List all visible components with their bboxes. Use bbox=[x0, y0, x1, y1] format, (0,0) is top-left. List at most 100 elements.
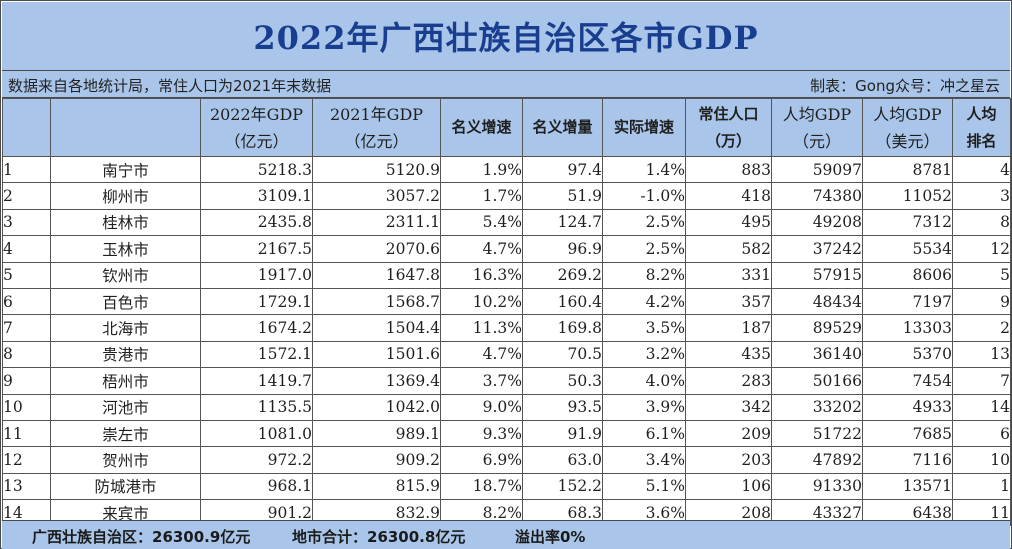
cell-real-growth: -1.0% bbox=[602, 182, 686, 210]
cell-nominal-growth: 9.0% bbox=[440, 393, 523, 421]
cell-gdp-2021: 1042.0 bbox=[312, 393, 441, 421]
cell-nominal-growth: 3.7% bbox=[440, 367, 523, 395]
cell-real-growth: 1.4% bbox=[602, 155, 686, 184]
cell-index: 1 bbox=[2, 155, 51, 184]
cell-population: 883 bbox=[685, 155, 772, 184]
cell-real-growth: 4.2% bbox=[602, 287, 686, 316]
cell-per-capita-rank: 6 bbox=[952, 419, 1011, 448]
cell-index: 13 bbox=[2, 472, 51, 501]
cell-index: 6 bbox=[2, 287, 51, 316]
gdp-table: 2022年GDP （亿元） 2021年GDP （亿元） 名义增速 名义增量 实际… bbox=[2, 98, 1011, 527]
cell-per-capita-yuan: 57915 bbox=[771, 261, 863, 289]
cell-index: 2 bbox=[2, 182, 51, 210]
cell-per-capita-yuan: 48434 bbox=[771, 287, 863, 316]
header-line-2: （美元） bbox=[875, 131, 940, 151]
table-row: 12 贺州市 972.2 909.2 6.9% 63.0 3.4% 203 47892 7116 1… bbox=[2, 446, 1011, 474]
cell-per-capita-usd: 13303 bbox=[862, 314, 953, 342]
title-bar: 2022年广西壮族自治区各市GDP bbox=[2, 2, 1010, 71]
cell-nominal-increase: 91.9 bbox=[522, 419, 603, 448]
cell-per-capita-yuan: 49208 bbox=[771, 208, 863, 237]
cell-nominal-growth: 9.3% bbox=[440, 419, 523, 448]
cell-gdp-2022: 968.1 bbox=[200, 472, 313, 501]
table-body: 1 南宁市 5218.3 5120.9 1.9% 97.4 1.4% 883 59097 8781… bbox=[2, 155, 1011, 527]
summary-footer: 广西壮族自治区：26300.9亿元 地市合计：26300.8亿元 溢出率0% bbox=[2, 520, 1010, 549]
header-cell-gdp-2021: 2021年GDP （亿元） bbox=[312, 98, 441, 157]
cell-population: 187 bbox=[685, 314, 772, 342]
cell-nominal-growth: 10.2% bbox=[440, 287, 523, 316]
region-total: 广西壮族自治区：26300.9亿元 bbox=[32, 528, 251, 546]
cell-real-growth: 3.4% bbox=[602, 446, 686, 474]
cell-gdp-2021: 5120.9 bbox=[312, 155, 441, 184]
cell-per-capita-rank: 3 bbox=[952, 182, 1011, 210]
header-line-1: 人均GDP bbox=[873, 104, 942, 124]
table-row: 5 钦州市 1917.0 1647.8 16.3% 269.2 8.2% 331 57915 86… bbox=[2, 261, 1011, 289]
cell-nominal-increase: 97.4 bbox=[522, 155, 603, 184]
cell-population: 582 bbox=[685, 235, 772, 263]
cell-nominal-growth: 4.7% bbox=[440, 235, 523, 263]
cell-index: 3 bbox=[2, 208, 51, 237]
header-line-1: 人均 bbox=[966, 104, 997, 123]
table-row: 7 北海市 1674.2 1504.4 11.3% 169.8 3.5% 187 89529 13… bbox=[2, 314, 1011, 342]
cell-nominal-increase: 269.2 bbox=[522, 261, 603, 289]
cell-city: 河池市 bbox=[50, 393, 201, 421]
cell-index: 11 bbox=[2, 419, 51, 448]
cell-gdp-2021: 815.9 bbox=[312, 472, 441, 501]
cell-per-capita-usd: 5370 bbox=[862, 340, 953, 369]
cell-gdp-2021: 989.1 bbox=[312, 419, 441, 448]
table-row: 6 百色市 1729.1 1568.7 10.2% 160.4 4.2% 357 48434 71… bbox=[2, 287, 1011, 316]
cell-per-capita-rank: 1 bbox=[952, 472, 1011, 501]
cell-nominal-growth: 1.9% bbox=[440, 155, 523, 184]
cell-per-capita-yuan: 36140 bbox=[771, 340, 863, 369]
cell-per-capita-rank: 2 bbox=[952, 314, 1011, 342]
cell-per-capita-rank: 7 bbox=[952, 367, 1011, 395]
cell-nominal-growth: 5.4% bbox=[440, 208, 523, 237]
cell-index: 9 bbox=[2, 367, 51, 395]
cell-per-capita-usd: 7197 bbox=[862, 287, 953, 316]
cell-per-capita-usd: 8606 bbox=[862, 261, 953, 289]
cell-per-capita-yuan: 47892 bbox=[771, 446, 863, 474]
cell-index: 5 bbox=[2, 261, 51, 289]
cell-city: 防城港市 bbox=[50, 472, 201, 501]
cell-gdp-2022: 1917.0 bbox=[200, 261, 313, 289]
overflow-rate: 溢出率0% bbox=[515, 528, 586, 546]
cell-nominal-increase: 152.2 bbox=[522, 472, 603, 501]
cell-nominal-growth: 16.3% bbox=[440, 261, 523, 289]
cell-per-capita-usd: 13571 bbox=[862, 472, 953, 501]
cell-real-growth: 8.2% bbox=[602, 261, 686, 289]
cell-per-capita-yuan: 33202 bbox=[771, 393, 863, 421]
table-row: 1 南宁市 5218.3 5120.9 1.9% 97.4 1.4% 883 59097 8781… bbox=[2, 155, 1011, 184]
cell-per-capita-rank: 8 bbox=[952, 208, 1011, 237]
cell-city: 贺州市 bbox=[50, 446, 201, 474]
cell-nominal-growth: 4.7% bbox=[440, 340, 523, 369]
table-row: 10 河池市 1135.5 1042.0 9.0% 93.5 3.9% 342 33202 493… bbox=[2, 393, 1011, 421]
cell-per-capita-rank: 14 bbox=[952, 393, 1011, 421]
cell-population: 418 bbox=[685, 182, 772, 210]
header-line-2: （元） bbox=[792, 131, 841, 151]
cell-nominal-increase: 50.3 bbox=[522, 367, 603, 395]
cell-per-capita-rank: 12 bbox=[952, 235, 1011, 263]
cell-city: 柳州市 bbox=[50, 182, 201, 210]
cell-per-capita-rank: 9 bbox=[952, 287, 1011, 316]
header-line-2: （万） bbox=[705, 131, 751, 150]
cell-per-capita-rank: 4 bbox=[952, 155, 1011, 184]
header-line-1: 常住人口 bbox=[698, 104, 759, 123]
cell-nominal-growth: 1.7% bbox=[440, 182, 523, 210]
cell-gdp-2021: 1504.4 bbox=[312, 314, 441, 342]
cell-gdp-2021: 1568.7 bbox=[312, 287, 441, 316]
cell-city: 南宁市 bbox=[50, 155, 201, 184]
cell-index: 4 bbox=[2, 235, 51, 263]
cell-population: 495 bbox=[685, 208, 772, 237]
cell-per-capita-rank: 5 bbox=[952, 261, 1011, 289]
cell-per-capita-usd: 7454 bbox=[862, 367, 953, 395]
cell-per-capita-usd: 4933 bbox=[862, 393, 953, 421]
cell-population: 342 bbox=[685, 393, 772, 421]
header-cell-per-capita-usd: 人均GDP （美元） bbox=[862, 98, 953, 157]
cell-gdp-2022: 1081.0 bbox=[200, 419, 313, 448]
cell-per-capita-yuan: 91330 bbox=[771, 472, 863, 501]
cell-gdp-2022: 1135.5 bbox=[200, 393, 313, 421]
cell-per-capita-usd: 7116 bbox=[862, 446, 953, 474]
cell-index: 10 bbox=[2, 393, 51, 421]
author-credit: 制表：Gong众号：冲之星云 bbox=[810, 77, 1000, 95]
cell-per-capita-yuan: 89529 bbox=[771, 314, 863, 342]
